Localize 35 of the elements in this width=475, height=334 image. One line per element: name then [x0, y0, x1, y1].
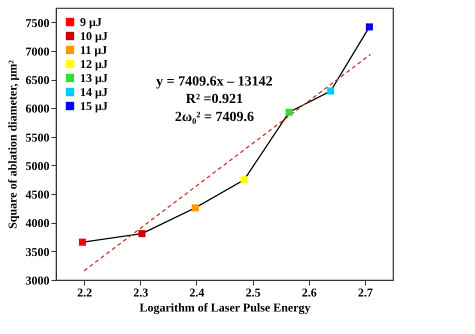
x-axis-title: Logarithm of Laser Pulse Energy [139, 300, 311, 314]
point [78, 238, 86, 246]
legend-label: 10 μJ [80, 29, 108, 43]
legend-label: 12 μJ [80, 57, 108, 71]
annotation: R² =0.921 [186, 92, 244, 108]
point [327, 87, 334, 95]
legend-label: 13 μJ [80, 71, 108, 85]
y-tick-label: 5000 [26, 158, 50, 173]
y-tick-label: 7000 [26, 44, 50, 58]
annotation: y = 7409.6x – 13142 [156, 74, 273, 90]
x-tick-label: 2.7 [358, 286, 373, 300]
legend-label: 11 μJ [80, 43, 108, 57]
legend-label: 9 μJ [80, 15, 102, 29]
point [138, 230, 146, 238]
y-tick-label: 4500 [26, 188, 50, 202]
point [192, 204, 199, 212]
y-tick-label: 4000 [26, 216, 50, 230]
y-tick-label: 5500 [26, 130, 50, 144]
x-tick-label: 2.4 [189, 286, 204, 300]
x-tick-label: 2.6 [302, 286, 317, 300]
y-tick-label: 3500 [26, 244, 50, 259]
x-tick-label: 2.2 [77, 286, 92, 300]
point [240, 176, 248, 184]
y-axis-title: Square of ablation diameter, μm² [6, 60, 20, 229]
point [286, 108, 293, 116]
x-tick-label: 2.3 [133, 286, 148, 300]
y-tick-label: 6500 [26, 73, 50, 88]
annotation: 2ω₀² = 7409.6 [174, 110, 254, 125]
x-tick-label: 2.5 [246, 286, 261, 300]
y-tick-label: 7500 [26, 16, 50, 30]
legend-label: 14 μJ [80, 85, 108, 99]
legend-label: 15 μJ [80, 99, 108, 113]
y-tick-label: 3000 [26, 274, 50, 288]
y-tick-label: 6000 [26, 102, 50, 116]
point [366, 23, 373, 30]
